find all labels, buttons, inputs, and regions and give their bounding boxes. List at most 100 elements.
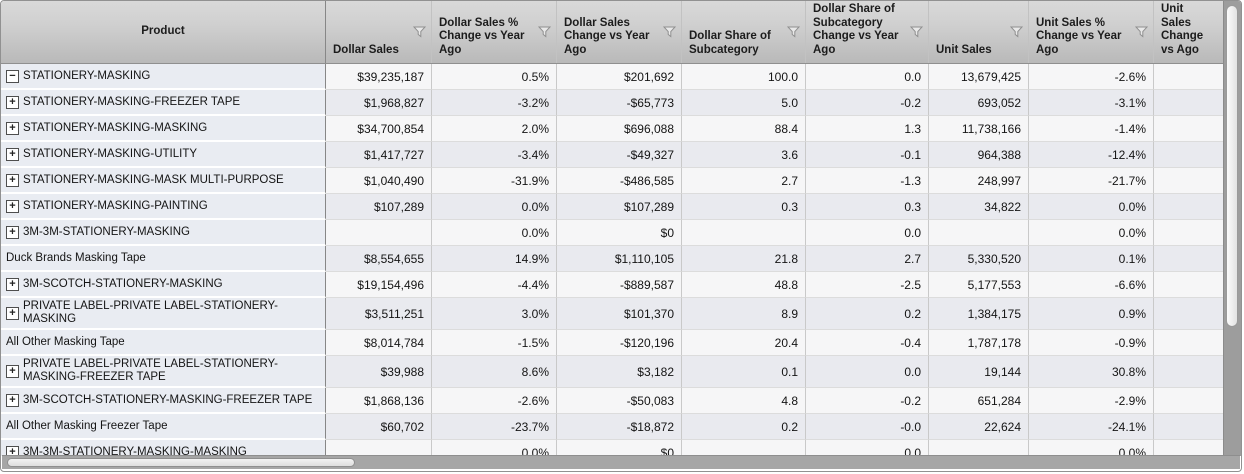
value-cell: 0.3 <box>806 194 929 220</box>
table-row: + STATIONERY-MASKING-PAINTING $107,289 0.0%… <box>1 194 1223 220</box>
value-cell: $34,700,854 <box>326 116 432 142</box>
value-cell: -1.3 <box>806 168 929 194</box>
column-header-label: Product <box>141 25 185 38</box>
value-cell: -2.6% <box>1029 64 1154 90</box>
expand-icon[interactable]: + <box>6 95 19 109</box>
product-cell: All Other Masking Freezer Tape <box>1 414 326 440</box>
filter-icon[interactable] <box>909 26 924 38</box>
expand-icon[interactable]: + <box>6 364 19 378</box>
value-cell <box>1154 194 1223 220</box>
table-row: + PRIVATE LABEL-PRIVATE LABEL-STATIONERY-… <box>1 356 1223 388</box>
horizontal-scrollbar-thumb[interactable] <box>7 458 355 467</box>
filter-icon[interactable] <box>412 26 427 38</box>
value-cell: -2.9% <box>1029 388 1154 414</box>
value-cell: 0.0% <box>432 194 557 220</box>
value-cell: $8,014,784 <box>326 330 432 356</box>
column-header-dollar-share-of-subcategory-change-vs-year-ago[interactable]: Dollar Share of Subcategory Change vs Ye… <box>806 1 929 63</box>
value-cell: -31.9% <box>432 168 557 194</box>
table-row: − STATIONERY-MASKING $39,235,187 0.5% $201,6… <box>1 64 1223 90</box>
value-cell: 0.5% <box>432 64 557 90</box>
expand-icon[interactable]: + <box>6 147 19 161</box>
column-header-dollar-sales[interactable]: Dollar Sales <box>326 1 432 63</box>
column-header-product[interactable]: Product <box>1 1 326 63</box>
expand-icon[interactable]: + <box>6 445 19 456</box>
value-cell: -0.2 <box>806 388 929 414</box>
expand-icon[interactable]: + <box>6 393 19 407</box>
value-cell: -0.0 <box>806 414 929 440</box>
product-name: STATIONERY-MASKING-FREEZER TAPE <box>23 95 241 108</box>
grid-wrap: Product Dollar Sales Dollar Sales % Change… <box>1 1 1241 456</box>
product-name: STATIONERY-MASKING <box>23 69 151 82</box>
value-cell: 0.1% <box>1029 246 1154 272</box>
filter-icon[interactable] <box>662 26 677 38</box>
value-cell: 2.7 <box>806 246 929 272</box>
product-name: 3M-SCOTCH-STATIONERY-MASKING-FREEZER TAP… <box>23 393 313 406</box>
value-cell: 48.8 <box>682 272 806 298</box>
expand-icon[interactable]: + <box>6 173 19 187</box>
value-cell <box>1154 388 1223 414</box>
column-header-label: Unit Sales <box>936 43 992 56</box>
column-header-label: Dollar Sales <box>333 43 399 56</box>
value-cell <box>929 440 1029 456</box>
column-header-unit-sales[interactable]: Unit Sales <box>929 1 1029 63</box>
value-cell: 1,384,175 <box>929 298 1029 330</box>
product-name: STATIONERY-MASKING-MASK MULTI-PURPOSE <box>23 173 284 186</box>
value-cell: $0 <box>557 440 682 456</box>
column-header-dollar-share-of-subcategory[interactable]: Dollar Share of Subcategory <box>682 1 806 63</box>
value-cell <box>1154 298 1223 330</box>
value-cell: -6.6% <box>1029 272 1154 298</box>
expand-icon[interactable]: + <box>6 225 19 239</box>
expand-icon[interactable]: + <box>6 199 19 213</box>
value-cell: -$486,585 <box>557 168 682 194</box>
value-cell: 0.2 <box>682 414 806 440</box>
vertical-scrollbar[interactable] <box>1223 1 1241 456</box>
value-cell: 0.0 <box>806 64 929 90</box>
value-cell: 3.6 <box>682 142 806 168</box>
value-cell <box>326 440 432 456</box>
value-cell: 19,144 <box>929 356 1029 388</box>
table-row: + STATIONERY-MASKING-UTILITY $1,417,727 -3.… <box>1 142 1223 168</box>
expand-icon[interactable]: + <box>6 306 19 320</box>
column-header-unit-sales-change-vs-year-ago[interactable]: Unit Sales % Change vs Year Ago <box>1029 1 1154 63</box>
column-header-unit-sales-change-vs-ago[interactable]: Unit Sales Change vs Ago <box>1154 1 1223 63</box>
value-cell: $107,289 <box>326 194 432 220</box>
expand-icon[interactable]: + <box>6 121 19 135</box>
value-cell <box>1154 440 1223 456</box>
horizontal-scrollbar[interactable] <box>2 455 1240 469</box>
value-cell: $1,417,727 <box>326 142 432 168</box>
value-cell: 651,284 <box>929 388 1029 414</box>
product-name: STATIONERY-MASKING-PAINTING <box>23 199 208 212</box>
vertical-scrollbar-thumb[interactable] <box>1226 5 1238 327</box>
value-cell <box>1154 168 1223 194</box>
filter-icon[interactable] <box>786 26 801 38</box>
product-cell: + STATIONERY-MASKING-MASK MULTI-PURPOSE <box>1 168 326 194</box>
value-cell: 0.0% <box>432 440 557 456</box>
filter-icon[interactable] <box>1134 26 1149 38</box>
value-cell: 13,679,425 <box>929 64 1029 90</box>
product-cell: All Other Masking Tape <box>1 330 326 356</box>
column-header-dollar-sales-change-vs-year-ago[interactable]: Dollar Sales % Change vs Year Ago <box>432 1 557 63</box>
column-header-label: Unit Sales % Change vs Year Ago <box>1036 16 1122 56</box>
table-row: Duck Brands Masking Tape $8,554,655 14.9% $… <box>1 246 1223 272</box>
value-cell: 1,787,178 <box>929 330 1029 356</box>
column-header-label: Dollar Share of Subcategory <box>689 30 771 56</box>
value-cell: -2.6% <box>432 388 557 414</box>
column-header-dollar-sales-change-vs-year-ago[interactable]: Dollar Sales Change vs Year Ago <box>557 1 682 63</box>
value-cell: 11,738,166 <box>929 116 1029 142</box>
value-cell: 1.3 <box>806 116 929 142</box>
value-cell: $1,968,827 <box>326 90 432 116</box>
expand-icon[interactable]: + <box>6 277 19 291</box>
value-cell: 5,177,553 <box>929 272 1029 298</box>
table-row: +3M-3M-STATIONERY-MASKING 0.0% $0 0.0 0.0% <box>1 220 1223 246</box>
filter-icon[interactable] <box>537 26 552 38</box>
filter-icon[interactable] <box>1009 26 1024 38</box>
product-name: PRIVATE LABEL-PRIVATE LABEL-STATIONERY-M… <box>23 300 278 325</box>
value-cell: $696,088 <box>557 116 682 142</box>
product-cell: Duck Brands Masking Tape <box>1 246 326 272</box>
product-name: All Other Masking Tape <box>6 335 125 348</box>
value-cell: -24.1% <box>1029 414 1154 440</box>
table-row: All Other Masking Tape $8,014,784 -1.5% -$1… <box>1 330 1223 356</box>
value-cell: 8.9 <box>682 298 806 330</box>
value-cell <box>1154 414 1223 440</box>
collapse-icon[interactable]: − <box>6 69 19 83</box>
